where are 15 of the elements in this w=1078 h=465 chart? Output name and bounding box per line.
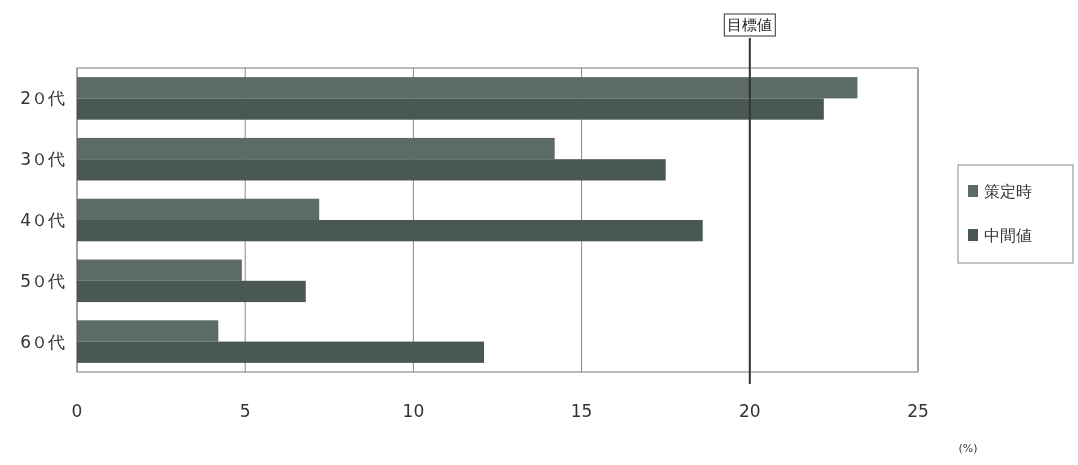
x-tick-label: 20 bbox=[739, 401, 761, 421]
legend-label: 中間値 bbox=[984, 226, 1032, 245]
x-tick-label: 5 bbox=[239, 401, 251, 421]
legend-label: 策定時 bbox=[984, 182, 1032, 201]
x-tick-label: 25 bbox=[907, 401, 929, 421]
x-tick-label: 15 bbox=[570, 401, 593, 421]
y-tick-label: 2０代 bbox=[20, 88, 65, 109]
y-tick-label: 3０代 bbox=[20, 149, 65, 170]
x-tick-label: 10 bbox=[402, 401, 425, 421]
y-tick-label: 5０代 bbox=[20, 270, 65, 291]
x-tick-label: 0 bbox=[71, 401, 83, 421]
y-tick-label: 4０代 bbox=[20, 210, 65, 230]
ref-label: 目標値 bbox=[727, 16, 773, 34]
x-axis-title: (%) bbox=[958, 442, 978, 455]
y-tick-label: 6０代 bbox=[20, 331, 65, 352]
